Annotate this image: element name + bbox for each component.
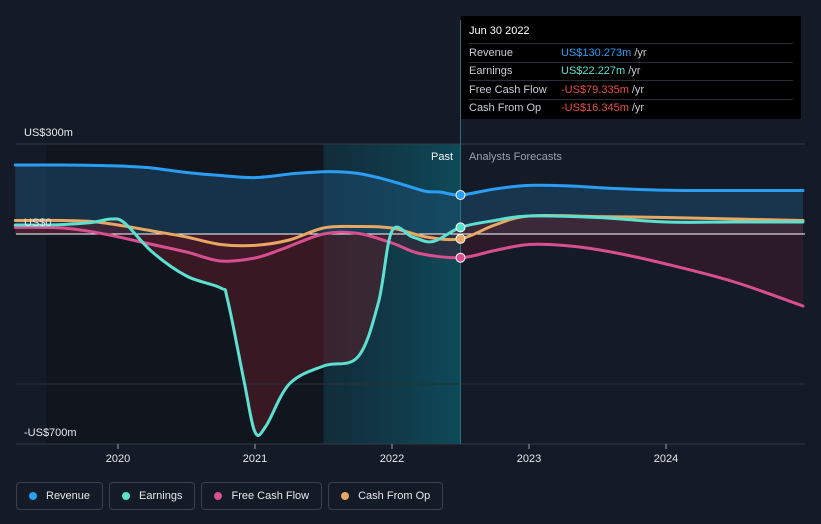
y-zero-label: US$0 [24, 217, 52, 229]
legend-label: Earnings [139, 490, 183, 502]
x-tick-label: 2021 [243, 453, 267, 465]
revenue-marker [455, 190, 466, 200]
y-bottom-label: -US$700m [24, 427, 77, 439]
free-cash-flow-area [15, 227, 803, 306]
legend-label: Revenue [46, 490, 91, 502]
legend-dot-cash-from-op [341, 492, 350, 500]
earnings-marker [455, 222, 466, 233]
tooltip-row-revenue: Revenue US$130.273m /yr [469, 43, 793, 62]
tooltip-unit: /yr [634, 46, 647, 59]
chart-canvas: US$300m US$0 -US$700m Past Analysts Fore… [13, 20, 805, 465]
tooltip-date: Jun 30 2022 [469, 25, 530, 37]
tooltip-label: Free Cash Flow [469, 83, 547, 96]
legend-item-earnings[interactable]: Earnings [109, 482, 196, 510]
cash-from-op-marker [455, 233, 466, 244]
legend-dot-free-cash-flow [214, 492, 223, 500]
legend-label: Free Cash Flow [231, 490, 310, 502]
tooltip-unit: /yr [628, 65, 641, 78]
free-cash-flow-line [13, 225, 805, 308]
tooltip: Jun 30 2022 Revenue US$130.273m /yr Earn… [461, 16, 801, 119]
tooltip-label: Revenue [469, 46, 514, 59]
tooltip-row-cash-from-op: Cash From Op -US$16.345m /yr [469, 98, 793, 118]
legend-dot-earnings [122, 492, 131, 500]
tooltip-value: -US$79.335m [561, 83, 629, 96]
free-cash-flow-marker [455, 252, 466, 263]
legend-label: Cash From Op [358, 490, 431, 502]
tooltip-value: US$22.227m [561, 65, 626, 78]
x-tick-label: 2022 [380, 453, 404, 465]
x-tick-label: 2023 [517, 453, 541, 465]
tooltip-row-free-cash-flow: Free Cash Flow -US$79.335m /yr [469, 80, 793, 99]
y-top-label: US$300m [24, 127, 73, 139]
tooltip-value: US$130.273m [561, 46, 632, 59]
earnings-area [15, 215, 803, 436]
x-tick-label: 2020 [106, 453, 130, 465]
tooltip-row-earnings: Earnings US$22.227m /yr [469, 61, 793, 81]
x-tick-label: 2024 [654, 453, 678, 465]
tooltip-label: Earnings [469, 65, 513, 78]
legend-item-free-cash-flow[interactable]: Free Cash Flow [201, 482, 323, 510]
revenue-line [13, 163, 805, 197]
tooltip-unit: /yr [631, 102, 645, 115]
legend: Revenue Earnings Free Cash Flow Cash Fro… [16, 482, 444, 510]
legend-item-cash-from-op[interactable]: Cash From Op [328, 482, 444, 510]
legend-item-revenue[interactable]: Revenue [16, 482, 104, 510]
earnings-line [13, 214, 805, 438]
tooltip-value: -US$16.345m [561, 102, 629, 115]
tooltip-label: Cash From Op [469, 102, 542, 115]
past-label: Past [431, 151, 453, 163]
tooltip-unit: /yr [631, 83, 645, 96]
legend-dot-revenue [29, 492, 37, 500]
forecast-label: Analysts Forecasts [469, 151, 562, 163]
